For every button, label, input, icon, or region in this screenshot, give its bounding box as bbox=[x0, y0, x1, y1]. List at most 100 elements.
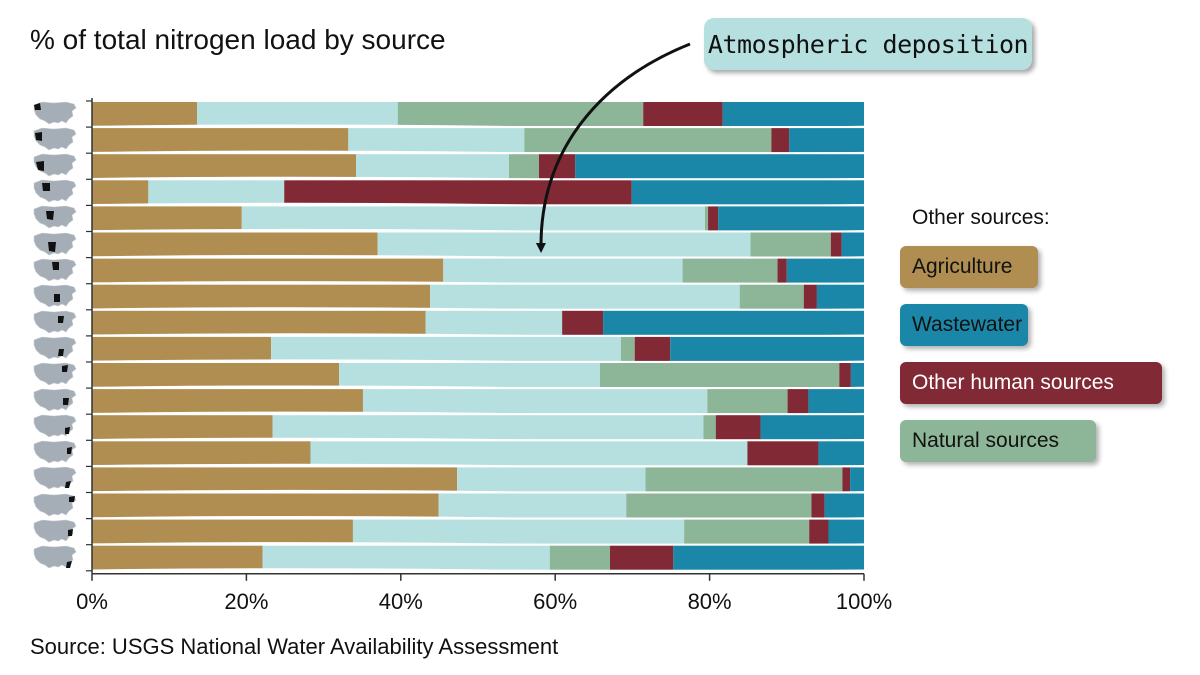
bar-row-17 bbox=[92, 519, 864, 544]
bar-segment-other_human-row-16 bbox=[811, 493, 825, 518]
bar-segment-agriculture-row-15 bbox=[92, 467, 458, 492]
region-map-icon bbox=[33, 232, 77, 255]
bar-row-5 bbox=[92, 206, 864, 231]
callout-arrow bbox=[535, 42, 691, 253]
bar-segment-wastewater-row-12 bbox=[808, 389, 864, 414]
legend-item-wastewater: Wastewater bbox=[900, 304, 1028, 346]
bar-segment-atmospheric-row-6 bbox=[377, 232, 751, 257]
bar-segment-natural-row-17 bbox=[684, 519, 810, 544]
bar-segment-wastewater-row-6 bbox=[841, 232, 864, 257]
row-separator bbox=[91, 228, 865, 234]
bar-segment-agriculture-row-11 bbox=[92, 363, 340, 387]
bar-row-7 bbox=[92, 258, 864, 283]
bar-segment-other_human-row-8 bbox=[803, 284, 817, 309]
bar-segment-other_human-row-5 bbox=[708, 206, 719, 231]
row-separator bbox=[91, 463, 865, 469]
source-note: Source: USGS National Water Availability… bbox=[30, 634, 559, 659]
bar-segment-natural-row-12 bbox=[707, 389, 788, 414]
region-map-icon bbox=[33, 362, 77, 386]
row-separator bbox=[91, 176, 865, 182]
bar-row-8 bbox=[92, 284, 864, 309]
bar-segment-atmospheric-row-10 bbox=[271, 336, 621, 361]
bar-segment-agriculture-row-2 bbox=[92, 128, 349, 153]
x-tick-label: 20% bbox=[224, 589, 268, 614]
bar-segment-wastewater-row-15 bbox=[850, 467, 864, 492]
bar-segment-atmospheric-row-8 bbox=[430, 284, 740, 309]
bar-segment-other_human-row-18 bbox=[610, 545, 674, 570]
region-map-icon bbox=[33, 519, 77, 542]
region-map-icon bbox=[33, 101, 77, 125]
bar-segment-atmospheric-row-5 bbox=[241, 206, 705, 231]
bar-segment-atmospheric-row-14 bbox=[310, 441, 748, 466]
bar-segment-atmospheric-row-2 bbox=[348, 128, 525, 153]
x-tick-label: 60% bbox=[533, 589, 577, 614]
bar-segment-wastewater-row-1 bbox=[722, 102, 864, 126]
bar-segment-wastewater-row-5 bbox=[718, 206, 864, 231]
bar-segment-natural-row-16 bbox=[626, 493, 812, 518]
region-map-icon bbox=[33, 153, 77, 177]
bar-segment-other_human-row-10 bbox=[634, 336, 671, 361]
bar-segment-atmospheric-row-7 bbox=[443, 258, 683, 283]
chart-title: % of total nitrogen load by source bbox=[30, 24, 446, 55]
row-separator bbox=[91, 437, 865, 443]
bar-segment-wastewater-row-2 bbox=[789, 128, 864, 153]
bar-segment-atmospheric-row-17 bbox=[352, 519, 685, 544]
bar-segment-agriculture-row-9 bbox=[92, 310, 426, 335]
bar-segment-wastewater-row-8 bbox=[816, 284, 864, 309]
bar-segment-agriculture-row-8 bbox=[92, 284, 431, 309]
row-separator bbox=[91, 489, 865, 495]
row-separator bbox=[91, 333, 865, 339]
bar-segment-agriculture-row-10 bbox=[92, 336, 272, 361]
bar-segment-agriculture-row-1 bbox=[92, 102, 197, 126]
bar-segment-atmospheric-row-4 bbox=[148, 180, 285, 205]
bar-segment-agriculture-row-3 bbox=[92, 154, 357, 179]
bar-segment-atmospheric-row-13 bbox=[272, 415, 704, 440]
bar-segment-atmospheric-row-18 bbox=[262, 545, 550, 570]
region-map-icon bbox=[33, 467, 77, 490]
bar-row-4 bbox=[92, 180, 864, 205]
bar-segment-other_human-row-2 bbox=[771, 128, 790, 153]
bar-segment-other_human-row-9 bbox=[562, 310, 604, 335]
region-map-icon bbox=[33, 414, 77, 438]
legend-title: Other sources: bbox=[912, 206, 1050, 229]
legend-item-natural-sources: Natural sources bbox=[900, 420, 1096, 462]
atmospheric-deposition-callout: Atmospheric deposition bbox=[704, 18, 1032, 70]
bar-segment-agriculture-row-16 bbox=[92, 493, 439, 518]
bar-segment-other_human-row-4 bbox=[284, 180, 632, 205]
bar-segment-natural-row-13 bbox=[703, 415, 716, 440]
bar-segment-atmospheric-row-11 bbox=[339, 363, 600, 387]
bar-row-10 bbox=[92, 336, 864, 361]
row-separator bbox=[91, 124, 865, 130]
bar-segment-other_human-row-17 bbox=[809, 519, 829, 544]
bar-segment-wastewater-row-16 bbox=[824, 493, 864, 518]
bar-row-1 bbox=[92, 102, 864, 126]
row-separator bbox=[91, 281, 865, 287]
bar-segment-natural-row-3 bbox=[508, 154, 539, 179]
bar-segment-wastewater-row-4 bbox=[631, 180, 864, 205]
row-separator bbox=[91, 385, 865, 391]
row-separator bbox=[91, 150, 865, 156]
row-separator bbox=[91, 255, 865, 260]
row-separator bbox=[91, 411, 865, 417]
bar-segment-atmospheric-row-1 bbox=[196, 102, 398, 126]
bar-segment-atmospheric-row-3 bbox=[356, 154, 509, 179]
bar-segment-other_human-row-12 bbox=[787, 389, 809, 414]
bar-segment-agriculture-row-12 bbox=[92, 389, 363, 414]
bar-row-3 bbox=[92, 154, 864, 179]
bar-segment-agriculture-row-18 bbox=[92, 545, 263, 570]
region-map-icon bbox=[33, 206, 77, 229]
bar-row-18 bbox=[92, 545, 864, 570]
bar-segment-wastewater-row-14 bbox=[818, 441, 864, 466]
bar-segment-agriculture-row-17 bbox=[92, 519, 353, 544]
x-tick-label: 80% bbox=[688, 589, 732, 614]
bar-segment-other_human-row-13 bbox=[715, 415, 761, 440]
bar-segment-natural-row-15 bbox=[645, 467, 843, 492]
bar-segment-agriculture-row-4 bbox=[92, 180, 149, 205]
legend-item-agriculture: Agriculture bbox=[900, 246, 1038, 288]
bar-row-16 bbox=[92, 493, 864, 518]
bar-segment-natural-row-7 bbox=[682, 258, 778, 283]
region-map-icon bbox=[33, 440, 77, 464]
bar-row-2 bbox=[92, 128, 864, 153]
bar-segment-natural-row-6 bbox=[750, 232, 831, 257]
bar-segment-agriculture-row-6 bbox=[92, 232, 378, 257]
